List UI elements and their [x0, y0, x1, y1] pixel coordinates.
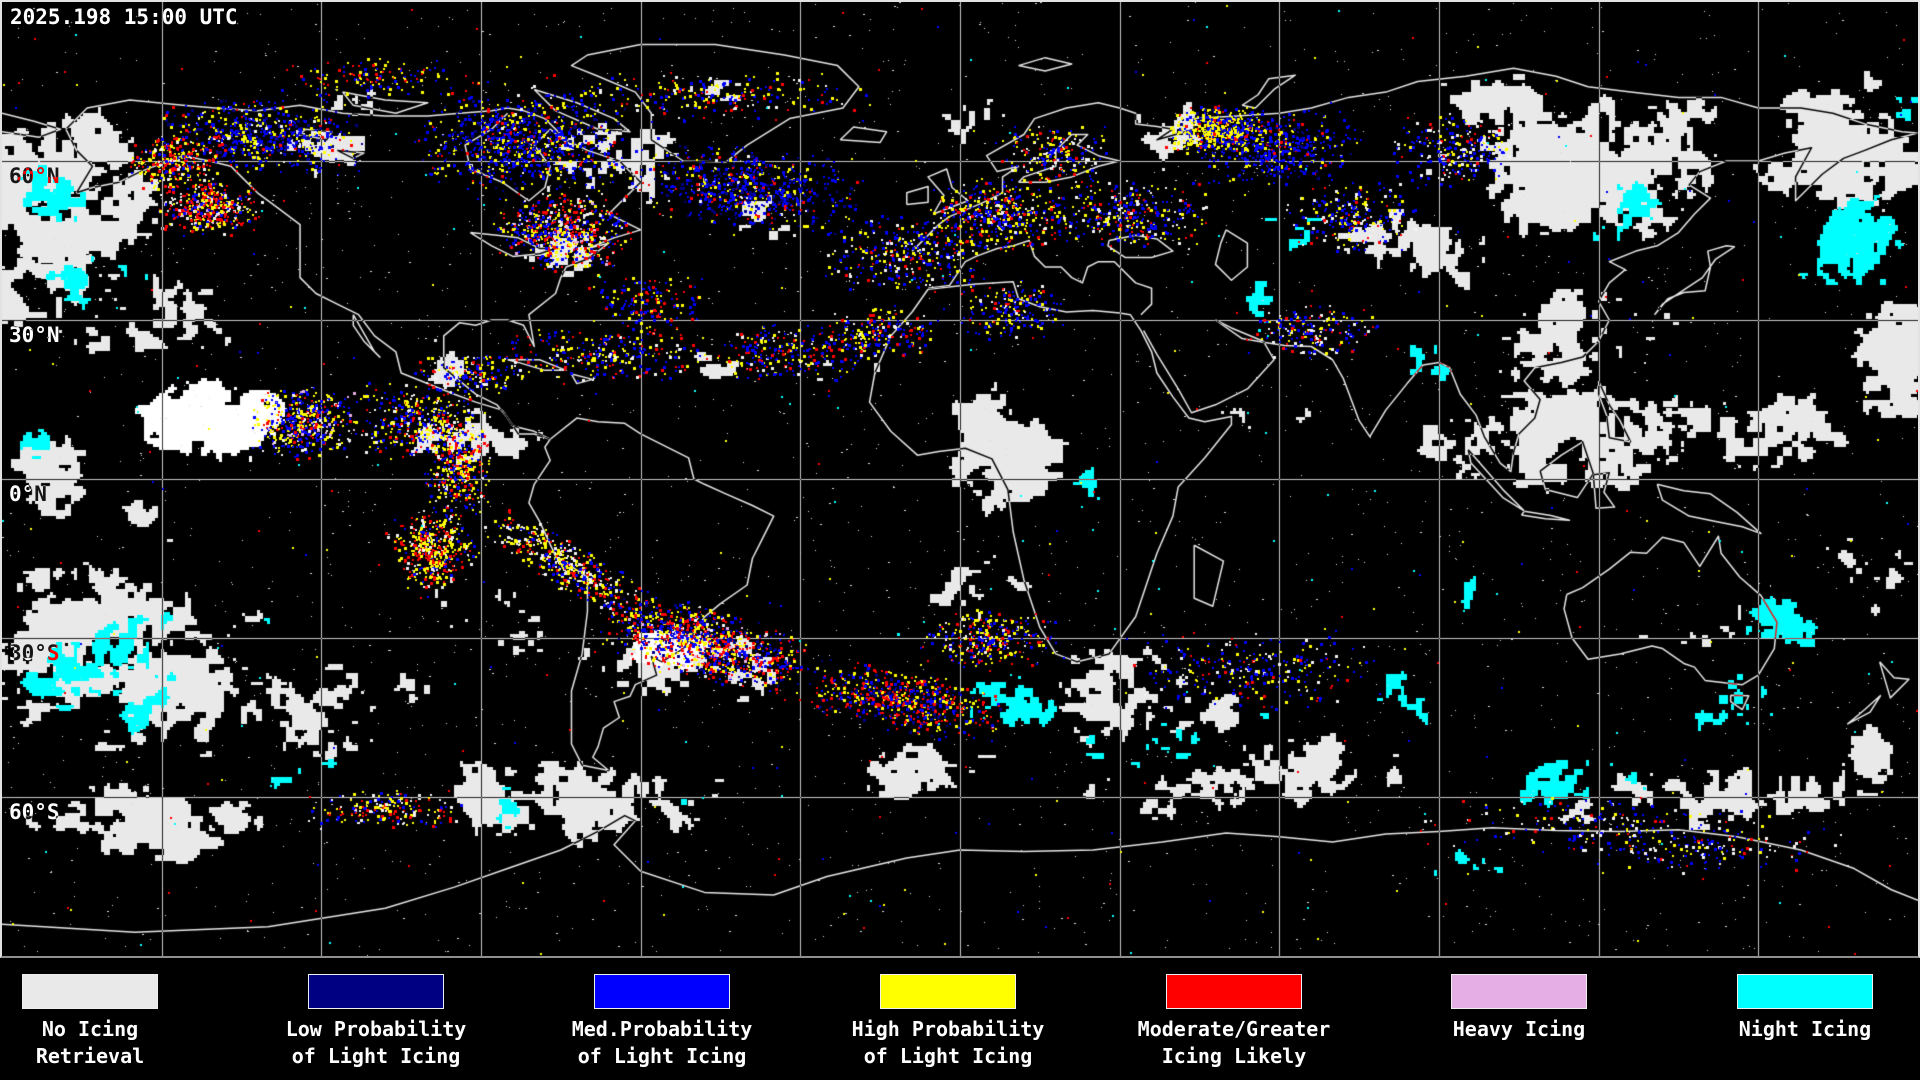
- legend-swatch-heavy-icing: [1451, 974, 1587, 1009]
- legend-bar: No Icing Retrieval Low Probability of Li…: [0, 958, 1920, 1080]
- lat-label-30n: 30°N: [9, 323, 60, 347]
- legend-item-moderate-greater: Moderate/Greater Icing Likely: [1091, 974, 1377, 1070]
- legend-label-high-probability: High Probability of Light Icing: [851, 1017, 1045, 1068]
- legend-item-low-probability: Low Probability of Light Icing: [233, 974, 519, 1070]
- legend-swatch-night-icing: [1737, 974, 1873, 1009]
- lat-label-0: 0°N: [9, 482, 47, 506]
- legend-label-no-icing: No Icing Retrieval: [35, 1017, 145, 1068]
- legend-swatch-low-probability: [308, 974, 444, 1009]
- legend-label-moderate-greater: Moderate/Greater Icing Likely: [1137, 1017, 1331, 1068]
- map-timestamp: 2025.198 15:00 UTC: [10, 5, 238, 29]
- legend-item-heavy-icing: Heavy Icing: [1376, 974, 1662, 1043]
- legend-item-med-probability: Med.Probability of Light Icing: [519, 974, 805, 1070]
- legend-item-night-icing: Night Icing: [1662, 974, 1920, 1043]
- legend-label-med-probability: Med.Probability of Light Icing: [571, 1017, 753, 1068]
- legend-label-low-probability: Low Probability of Light Icing: [285, 1017, 467, 1068]
- legend-label-night-icing: Night Icing: [1738, 1017, 1872, 1041]
- lat-label-30s: 30°S: [9, 641, 60, 665]
- icing-map-canvas: [2, 2, 1918, 956]
- legend-item-no-icing: No Icing Retrieval: [0, 974, 233, 1070]
- legend-swatch-med-probability: [594, 974, 730, 1009]
- global-icing-map: 2025.198 15:00 UTC 60°N 30°N 0°N 30°S 60…: [0, 0, 1920, 958]
- lat-label-60s: 60°S: [9, 800, 60, 824]
- legend-swatch-no-icing: [22, 974, 158, 1009]
- legend-label-heavy-icing: Heavy Icing: [1452, 1017, 1586, 1041]
- lat-label-60n: 60°N: [9, 164, 60, 188]
- legend-item-high-probability: High Probability of Light Icing: [805, 974, 1091, 1070]
- legend-swatch-high-probability: [880, 974, 1016, 1009]
- legend-swatch-moderate-greater: [1166, 974, 1302, 1009]
